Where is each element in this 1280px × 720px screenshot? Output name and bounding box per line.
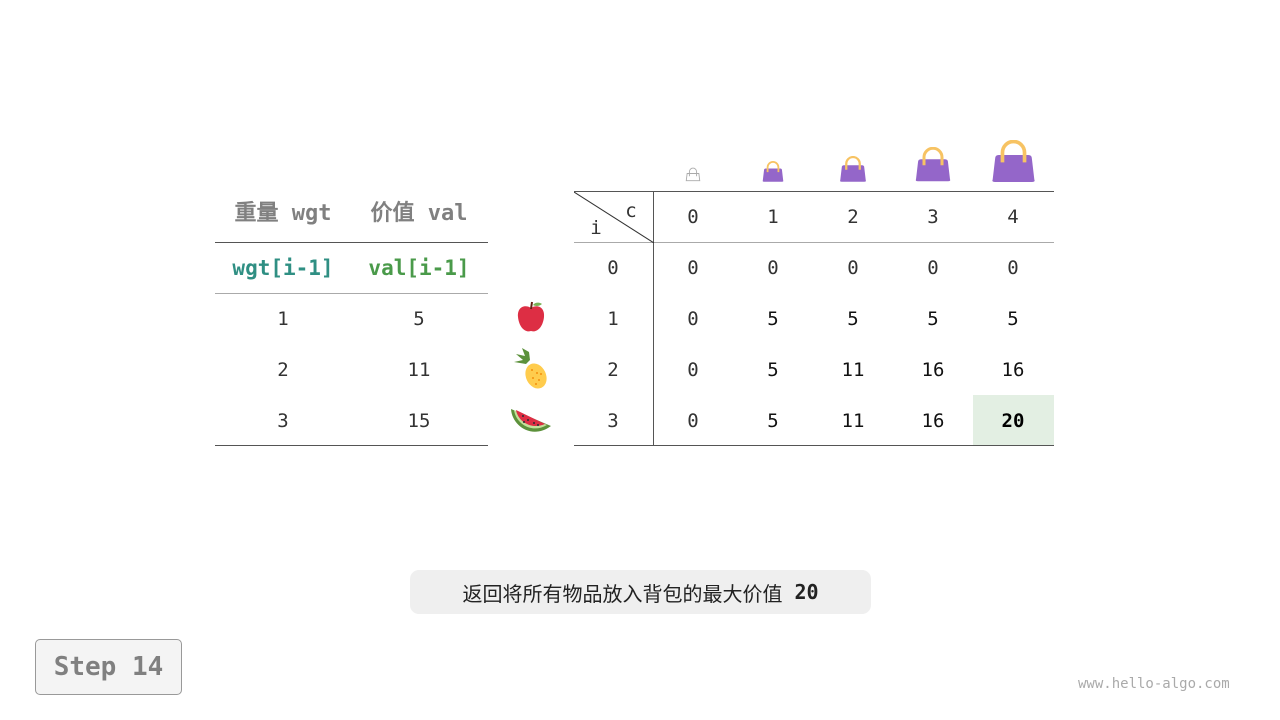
divider: [574, 242, 1054, 243]
dp-cell: 5: [1007, 308, 1019, 330]
weight-header: 重量 wgt: [234, 201, 332, 226]
divider: [215, 445, 488, 446]
highlighted-dp-cell: 20: [1001, 410, 1025, 432]
divider: [653, 192, 654, 446]
row-header: 2: [607, 359, 619, 381]
highlighted-cell: [973, 395, 1054, 446]
dp-cell: 5: [927, 308, 939, 330]
row-header: 3: [607, 410, 619, 432]
value-cell: 15: [407, 410, 431, 432]
col-header: 1: [767, 206, 779, 228]
watermark: www.hello-algo.com: [1078, 676, 1230, 692]
value-cell: 11: [407, 359, 431, 381]
dp-cell: 0: [687, 410, 699, 432]
dp-cell: 5: [847, 308, 859, 330]
bag-icon: [840, 155, 866, 182]
dp-cell: 0: [687, 359, 699, 381]
corner-col-label: c: [625, 200, 637, 222]
dp-cell: 5: [767, 359, 779, 381]
corner-diagonal: [574, 192, 654, 243]
dp-cell: 5: [767, 410, 779, 432]
value-subheader: val[i-1]: [368, 256, 470, 280]
step-button[interactable]: Step 14: [35, 639, 182, 695]
dp-cell: 11: [841, 359, 865, 381]
pineapple-icon: [514, 348, 547, 389]
caption-value: 20: [794, 580, 819, 604]
weight-subheader: wgt[i-1]: [232, 256, 334, 280]
value-cell: 5: [413, 308, 425, 330]
weight-cell: 3: [277, 410, 289, 432]
watermelon-icon: [511, 409, 551, 432]
bag-icon: [685, 167, 701, 182]
dp-cell: 0: [847, 257, 859, 279]
dp-cell: 0: [687, 257, 699, 279]
dp-cell: 5: [767, 308, 779, 330]
dp-cell: 16: [921, 410, 945, 432]
value-header: 价值 val: [370, 201, 468, 226]
dp-cell: 0: [1007, 257, 1019, 279]
corner-row-label: i: [590, 217, 602, 239]
divider: [215, 242, 488, 243]
divider: [574, 191, 1054, 192]
weight-cell: 2: [277, 359, 289, 381]
dp-cell: 0: [767, 257, 779, 279]
col-header: 3: [927, 206, 939, 228]
dp-cell: 11: [841, 410, 865, 432]
caption: 返回将所有物品放入背包的最大价值 20: [410, 570, 871, 614]
dp-cell: 16: [1001, 359, 1025, 381]
bag-icon: [762, 161, 784, 182]
row-header: 1: [607, 308, 619, 330]
bag-icon: [915, 147, 951, 182]
weight-cell: 1: [277, 308, 289, 330]
caption-text: 返回将所有物品放入背包的最大价值: [462, 581, 783, 606]
bag-icon: [991, 139, 1035, 182]
dp-cell: 0: [687, 308, 699, 330]
divider: [574, 445, 1054, 446]
col-header: 0: [687, 206, 699, 228]
row-header: 0: [607, 257, 619, 279]
col-header: 4: [1007, 206, 1019, 228]
apple-icon: [517, 301, 545, 332]
divider: [215, 293, 488, 294]
dp-cell: 0: [927, 257, 939, 279]
dp-cell: 16: [921, 359, 945, 381]
col-header: 2: [847, 206, 859, 228]
